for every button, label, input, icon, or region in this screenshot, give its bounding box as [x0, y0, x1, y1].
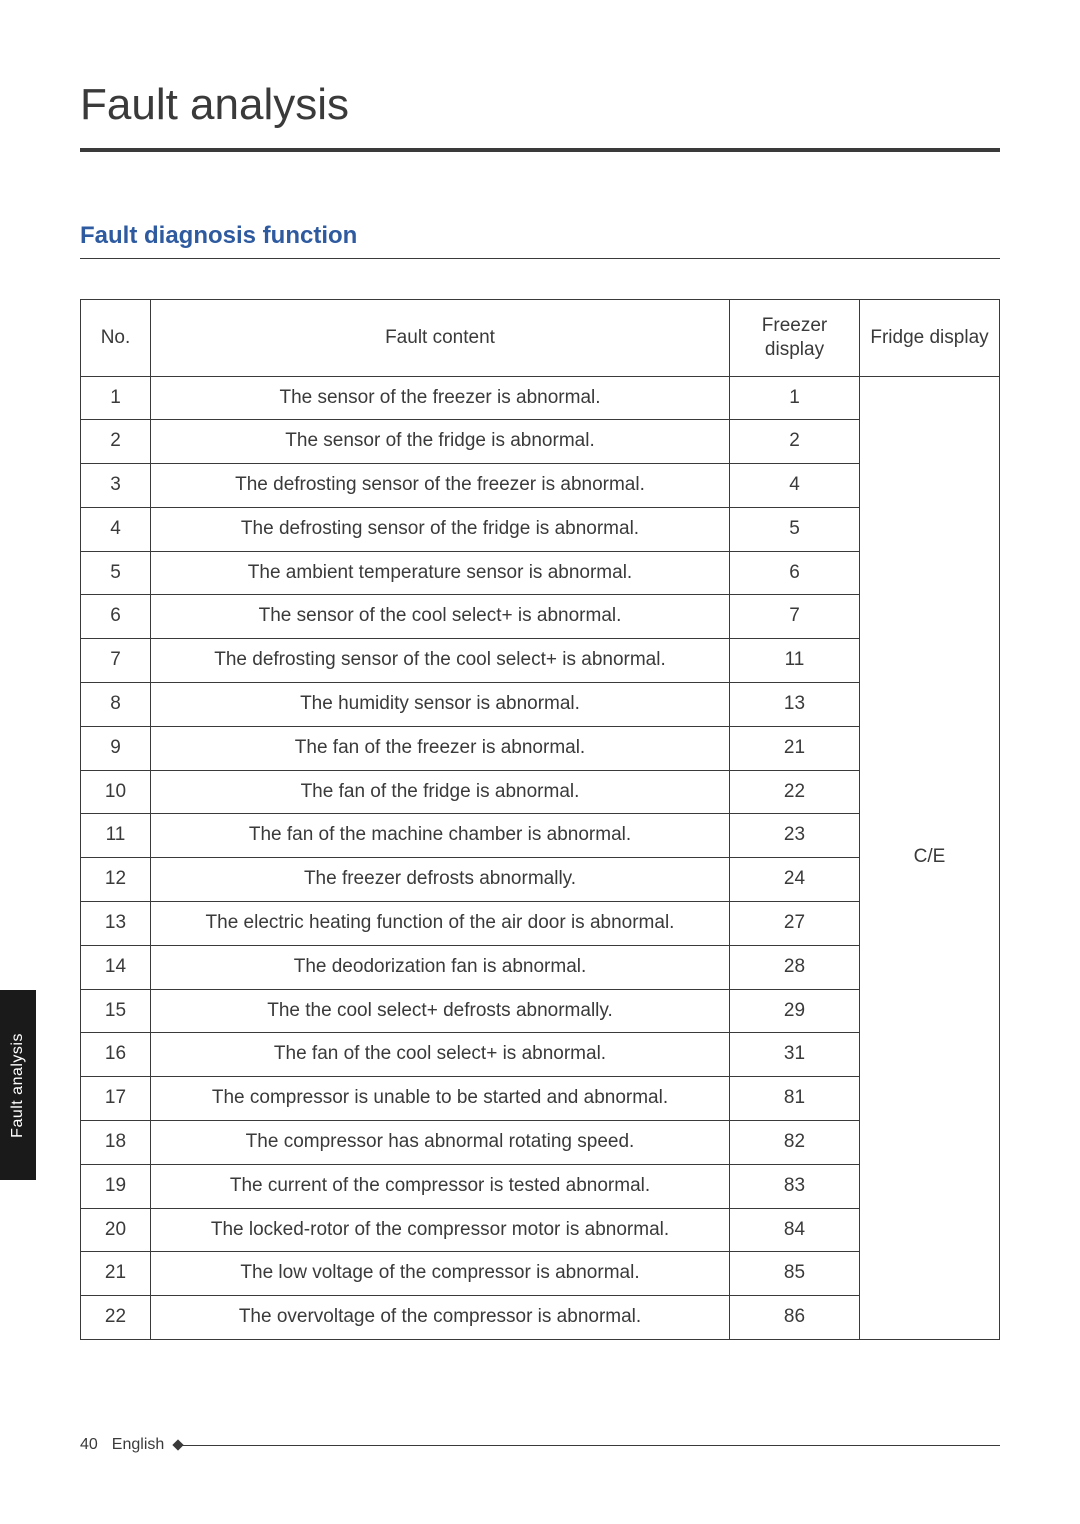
cell-freezer: 11 [730, 639, 860, 683]
cell-content: The sensor of the cool select+ is abnorm… [151, 595, 730, 639]
cell-content: The overvoltage of the compressor is abn… [151, 1296, 730, 1340]
cell-freezer: 86 [730, 1296, 860, 1340]
cell-content: The fan of the fridge is abnormal. [151, 770, 730, 814]
cell-content: The sensor of the freezer is abnormal. [151, 376, 730, 420]
cell-no: 2 [81, 420, 151, 464]
cell-content: The deodorization fan is abnormal. [151, 945, 730, 989]
cell-content: The low voltage of the compressor is abn… [151, 1252, 730, 1296]
cell-content: The freezer defrosts abnormally. [151, 858, 730, 902]
fault-table: No. Fault content Freezer display Fridge… [80, 299, 1000, 1340]
cell-no: 21 [81, 1252, 151, 1296]
page-footer: 40 English [80, 1436, 1000, 1454]
col-header-no: No. [81, 300, 151, 377]
cell-content: The defrosting sensor of the cool select… [151, 639, 730, 683]
cell-no: 4 [81, 507, 151, 551]
cell-no: 14 [81, 945, 151, 989]
footer-language: English [112, 1436, 164, 1454]
cell-content: The fan of the machine chamber is abnorm… [151, 814, 730, 858]
cell-freezer: 4 [730, 464, 860, 508]
cell-freezer: 29 [730, 989, 860, 1033]
cell-freezer: 13 [730, 683, 860, 727]
cell-no: 15 [81, 989, 151, 1033]
cell-no: 18 [81, 1121, 151, 1165]
title-rule [80, 148, 1000, 152]
cell-content: The compressor has abnormal rotating spe… [151, 1121, 730, 1165]
cell-freezer: 7 [730, 595, 860, 639]
cell-freezer: 21 [730, 726, 860, 770]
cell-freezer: 23 [730, 814, 860, 858]
cell-content: The compressor is unable to be started a… [151, 1077, 730, 1121]
col-header-content: Fault content [151, 300, 730, 377]
cell-content: The fan of the cool select+ is abnormal. [151, 1033, 730, 1077]
cell-no: 10 [81, 770, 151, 814]
cell-freezer: 81 [730, 1077, 860, 1121]
cell-no: 11 [81, 814, 151, 858]
col-header-freezer: Freezer display [730, 300, 860, 377]
fault-table-wrap: No. Fault content Freezer display Fridge… [80, 299, 1000, 1340]
cell-freezer: 6 [730, 551, 860, 595]
table-header-row: No. Fault content Freezer display Fridge… [81, 300, 1000, 377]
cell-fridge-merged: C/E [860, 376, 1000, 1340]
cell-no: 20 [81, 1208, 151, 1252]
cell-content: The sensor of the fridge is abnormal. [151, 420, 730, 464]
cell-freezer: 24 [730, 858, 860, 902]
cell-no: 16 [81, 1033, 151, 1077]
cell-content: The the cool select+ defrosts abnormally… [151, 989, 730, 1033]
cell-content: The ambient temperature sensor is abnorm… [151, 551, 730, 595]
cell-no: 7 [81, 639, 151, 683]
cell-no: 9 [81, 726, 151, 770]
cell-content: The defrosting sensor of the freezer is … [151, 464, 730, 508]
cell-content: The humidity sensor is abnormal. [151, 683, 730, 727]
cell-content: The locked-rotor of the compressor motor… [151, 1208, 730, 1252]
cell-no: 12 [81, 858, 151, 902]
document-page: Fault analysis Fault diagnosis function … [0, 0, 1080, 1524]
cell-no: 6 [81, 595, 151, 639]
cell-freezer: 85 [730, 1252, 860, 1296]
cell-freezer: 1 [730, 376, 860, 420]
cell-no: 22 [81, 1296, 151, 1340]
side-tab-label: Fault analysis [9, 1033, 27, 1138]
cell-no: 3 [81, 464, 151, 508]
cell-freezer: 83 [730, 1164, 860, 1208]
cell-content: The fan of the freezer is abnormal. [151, 726, 730, 770]
footer-page-number: 40 [80, 1436, 98, 1454]
page-title: Fault analysis [80, 80, 1000, 142]
cell-freezer: 22 [730, 770, 860, 814]
cell-freezer: 84 [730, 1208, 860, 1252]
footer-rule [178, 1445, 1000, 1446]
cell-freezer: 5 [730, 507, 860, 551]
cell-no: 1 [81, 376, 151, 420]
cell-freezer: 28 [730, 945, 860, 989]
cell-freezer: 2 [730, 420, 860, 464]
cell-freezer: 31 [730, 1033, 860, 1077]
cell-freezer: 27 [730, 902, 860, 946]
fault-table-body: 1 The sensor of the freezer is abnormal.… [81, 376, 1000, 1340]
cell-freezer: 82 [730, 1121, 860, 1165]
cell-content: The current of the compressor is tested … [151, 1164, 730, 1208]
table-row: 1 The sensor of the freezer is abnormal.… [81, 376, 1000, 420]
cell-content: The defrosting sensor of the fridge is a… [151, 507, 730, 551]
cell-content: The electric heating function of the air… [151, 902, 730, 946]
cell-no: 19 [81, 1164, 151, 1208]
cell-no: 17 [81, 1077, 151, 1121]
col-header-fridge: Fridge display [860, 300, 1000, 377]
side-tab: Fault analysis [0, 990, 36, 1180]
section-subtitle: Fault diagnosis function [80, 222, 1000, 259]
cell-no: 13 [81, 902, 151, 946]
cell-no: 8 [81, 683, 151, 727]
cell-no: 5 [81, 551, 151, 595]
